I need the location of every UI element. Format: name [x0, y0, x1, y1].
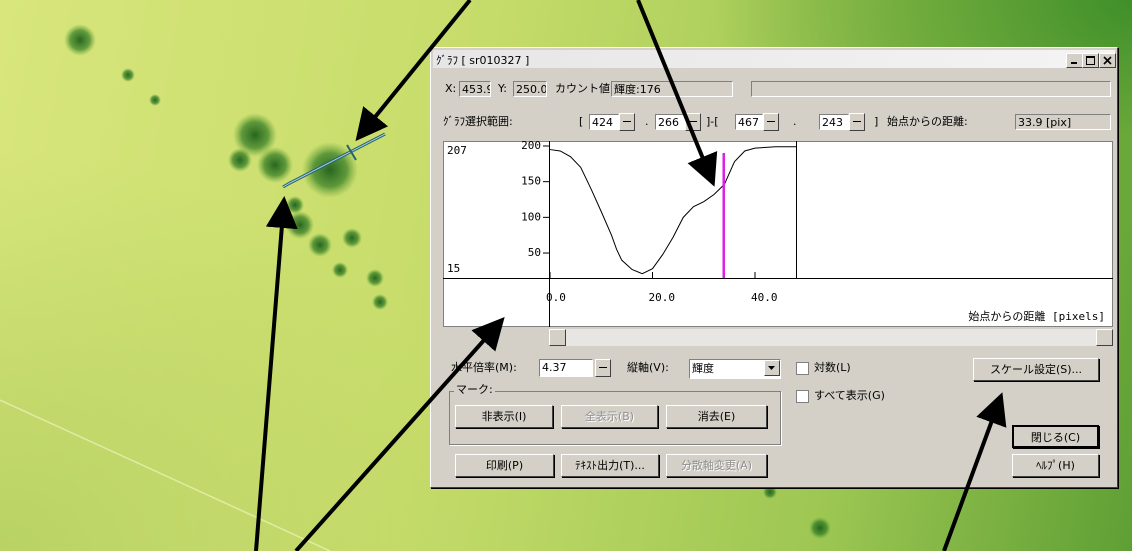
arrow [296, 320, 502, 551]
arrow [638, 0, 713, 183]
annotation-arrows [0, 0, 1132, 551]
arrow [256, 200, 284, 551]
arrow [358, 0, 470, 138]
arrow [944, 396, 1001, 551]
page: {"window":{"title":"ｸﾞﾗﾌ [ sr010327 ]"},… [0, 0, 1132, 551]
